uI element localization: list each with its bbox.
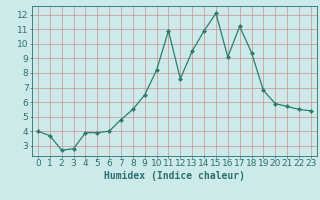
X-axis label: Humidex (Indice chaleur): Humidex (Indice chaleur)	[104, 171, 245, 181]
